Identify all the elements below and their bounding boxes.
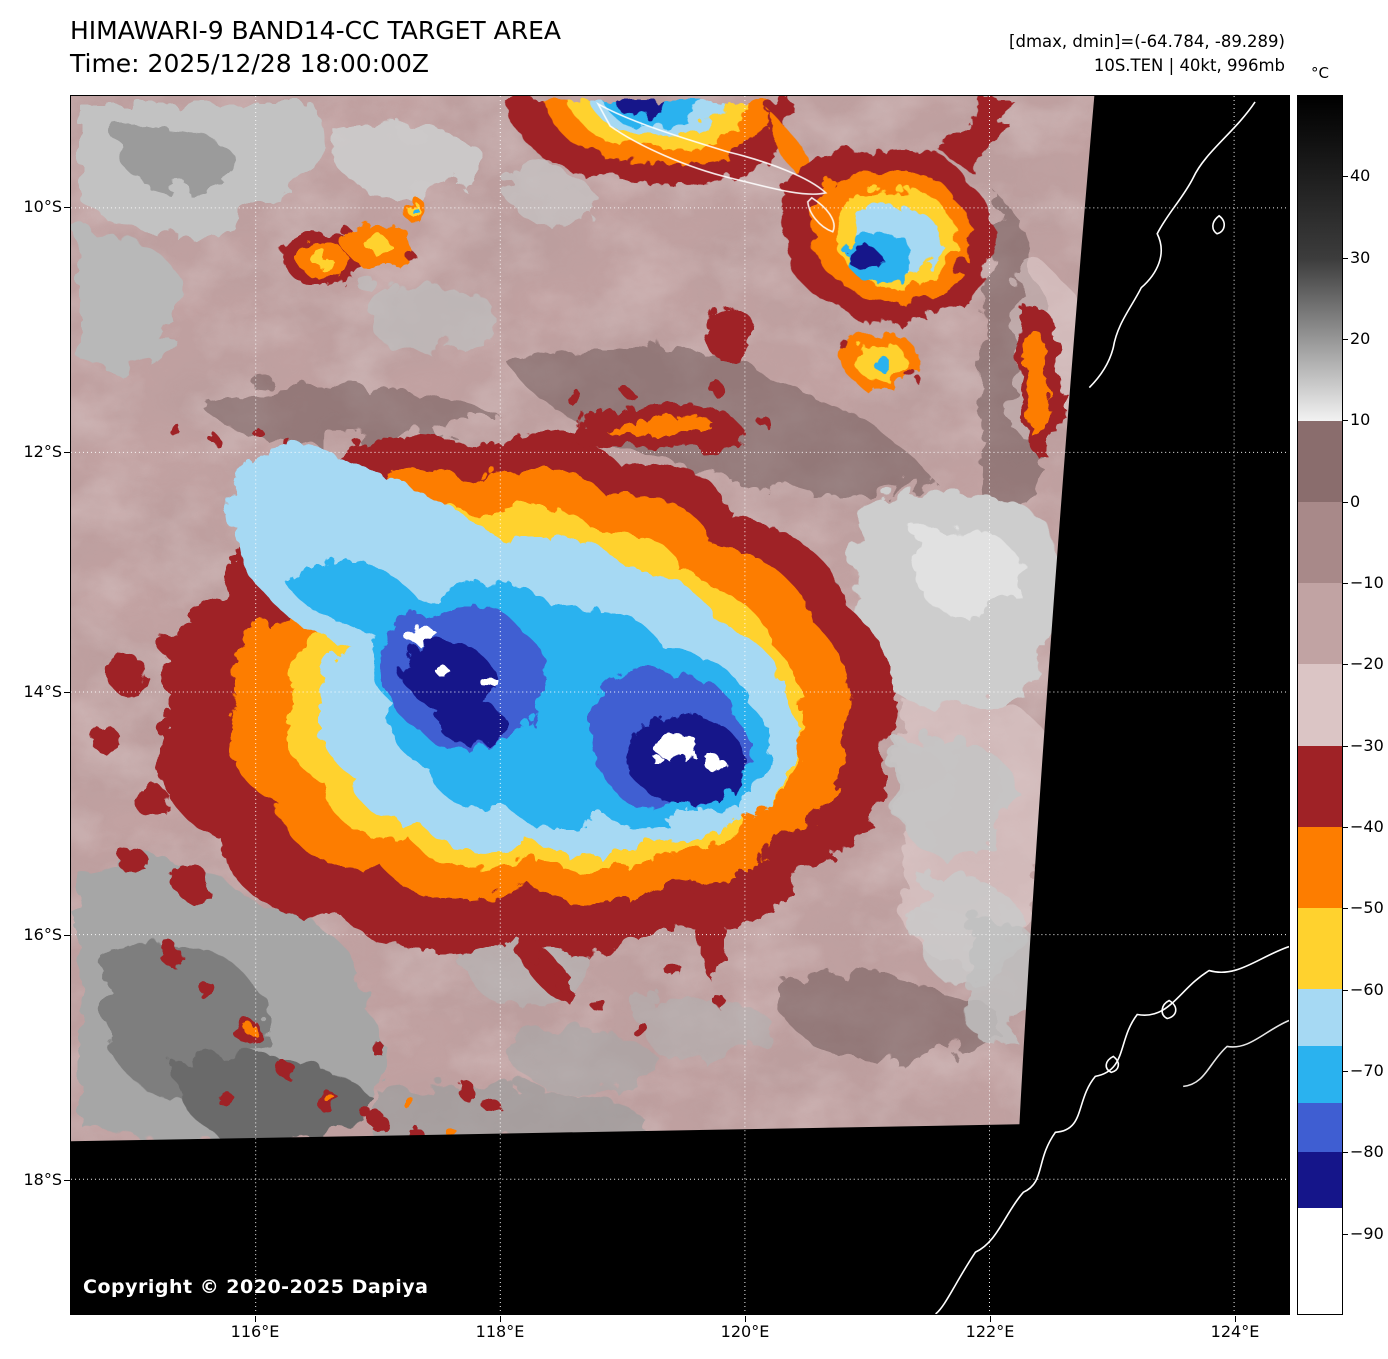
x-axis-label-124e: 124°E [1210,1322,1260,1341]
colorbar-tick-label: −10 [1342,573,1384,592]
colorbar-tick-label: −80 [1342,1142,1384,1162]
figure-title: HIMAWARI-9 BAND14-CC TARGET AREA Time: 2… [70,14,561,80]
copyright-text: Copyright © 2020-2025 Dapiya [83,1276,429,1298]
colorbar-segment [1298,826,1342,908]
colorbar-segment [1298,1046,1342,1103]
cyclone-coldest-white-spots [399,622,720,765]
gridlines [71,96,1289,1314]
colorbar-segment [1298,1102,1342,1152]
colorbar-segment [1298,989,1342,1047]
x-axis-label-116e: 116°E [230,1322,280,1341]
axis-tick-mark [64,935,70,936]
colorbar-segment [1298,908,1342,990]
y-axis-label-12s: 12°S [23,442,62,461]
colorbar-tick-label: −90 [1342,1223,1384,1243]
cold-speckles [154,302,1060,1138]
colorbar-tick-label: 0 [1341,491,1361,511]
dmax-dmin-readout: [dmax, dmin]=(-64.784, -89.289) [1009,32,1285,51]
colorbar-tick-label: 10 [1341,410,1371,430]
cyclone-system [86,429,891,1000]
header-right: [dmax, dmin]=(-64.784, -89.289) 10S.TEN … [1009,30,1285,78]
y-axis-label-10s: 10°S [23,197,62,216]
colorbar-tick-label: −50 [1342,898,1384,918]
y-axis-label-18s: 18°S [23,1170,62,1189]
colorbar-tick-label: 30 [1341,247,1371,267]
convective-cells-top-left [275,195,425,287]
colorbar-gradient [1298,96,1342,1314]
colorbar-segment [1298,664,1342,746]
island-coastlines [596,101,835,233]
colorbar-segment [1298,502,1342,584]
colorbar-segment [1298,1208,1342,1314]
y-axis-label-16s: 16°S [23,925,62,944]
cyclone-core-navy [399,636,741,801]
title-line-1: HIMAWARI-9 BAND14-CC TARGET AREA [70,16,562,45]
colorbar-tick-label: −30 [1342,735,1384,755]
axis-tick-mark [745,1316,746,1322]
convective-cell-upper-right [778,96,1010,321]
axis-tick-mark [64,207,70,208]
colorbar-segment [1298,420,1342,502]
colorbar-segment [1298,1151,1342,1209]
x-axis-label-122e: 122°E [965,1322,1015,1341]
map-plot: Copyright © 2020-2025 Dapiya [70,95,1290,1315]
colorbar-tick-label: −20 [1342,654,1384,674]
convective-cell-small-right [834,329,914,388]
colorbar-tick-label: −70 [1342,1061,1384,1080]
australia-coastline [935,101,1289,1314]
x-axis-label-120e: 120°E [720,1322,770,1341]
convective-cell-top-center [500,96,830,204]
colorbar-tick-label: −60 [1342,979,1384,999]
colorbar-tick-label: 20 [1341,329,1371,348]
x-axis-label-118e: 118°E [475,1322,525,1341]
y-axis-label-14s: 14°S [23,682,62,701]
axis-tick-mark [64,692,70,693]
axis-tick-mark [255,1316,256,1322]
title-line-2: Time: 2025/12/28 18:00:00Z [70,49,429,78]
colorbar-tick-label: 40 [1341,166,1371,186]
axis-tick-mark [990,1316,991,1322]
colorbar-segment [1298,583,1342,665]
satellite-image [71,96,1289,1314]
colorbar-segment [1298,745,1342,827]
gray-clouds [71,96,1060,1140]
colorbar-unit-label: °C [1311,64,1329,82]
axis-tick-mark [64,1180,70,1181]
axis-tick-mark [1235,1316,1236,1322]
colorbar-segment [1298,96,1342,421]
axis-tick-mark [500,1316,501,1322]
colorbar-tick-label: −40 [1342,817,1384,836]
axis-tick-mark [64,452,70,453]
storm-info: 10S.TEN | 40kt, 996mb [1093,56,1285,75]
colorbar [1297,95,1343,1315]
